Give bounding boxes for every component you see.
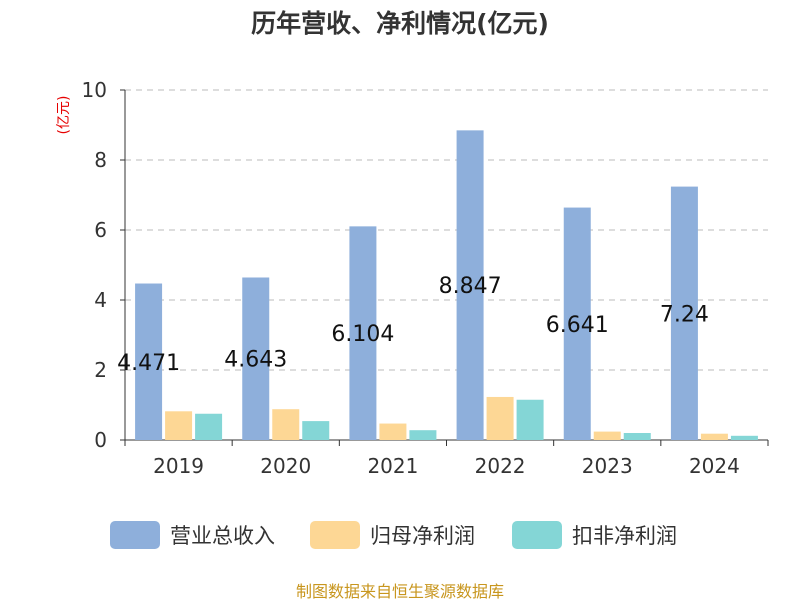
- data-labels: 4.471 4.643 6.104 8.847 6.641 7.24: [117, 274, 709, 376]
- bar-0-2024: [670, 186, 698, 440]
- data-label: 7.24: [660, 302, 709, 327]
- data-label: 4.471: [117, 351, 180, 376]
- bar-1-2021: [379, 423, 407, 440]
- bar-1-2023: [593, 431, 621, 440]
- bar-1-2020: [272, 409, 300, 440]
- legend-swatch-0: [110, 521, 160, 549]
- y-axis-label: (亿元): [56, 96, 72, 135]
- legend-swatch-1: [310, 521, 360, 549]
- bar-2-2021: [409, 430, 437, 440]
- bar-1-2022: [486, 396, 514, 440]
- data-label: 6.641: [546, 313, 609, 338]
- y-tick-label: 0: [94, 428, 107, 452]
- y-tick-label: 4: [94, 288, 107, 312]
- bar-2-2020: [302, 421, 330, 440]
- y-tick-label: 2: [94, 358, 107, 382]
- bar-0-2021: [349, 226, 377, 440]
- legend: 营业总收入 归母净利润 扣非净利润: [110, 521, 677, 549]
- x-tick-label: 2019: [153, 454, 204, 478]
- data-label: 8.847: [439, 274, 502, 299]
- bar-1-2019: [165, 411, 193, 440]
- bar-0-2023: [563, 207, 591, 440]
- legend-label-0: 营业总收入: [170, 524, 275, 548]
- bar-0-2020: [242, 277, 270, 440]
- y-tick-label: 10: [82, 78, 107, 102]
- y-tick-label: 8: [94, 148, 107, 172]
- y-tick-label: 6: [94, 218, 107, 242]
- bar-2-2019: [195, 413, 223, 440]
- x-tick-label: 2024: [689, 454, 740, 478]
- bar-0-2019: [135, 283, 163, 440]
- legend-swatch-2: [512, 521, 562, 549]
- bar-2-2024: [730, 435, 758, 440]
- x-tick-label: 2021: [367, 454, 418, 478]
- axes: 0 2 4 6 8 10 2019 2020 2021 2022 2023 2024: [82, 78, 769, 478]
- grid-lines: [125, 89, 768, 371]
- data-label: 4.643: [224, 348, 287, 373]
- bar-1-2024: [700, 433, 728, 440]
- legend-label-1: 归母净利润: [370, 524, 475, 548]
- bars: [135, 130, 758, 441]
- legend-label-2: 扣非净利润: [572, 524, 677, 548]
- x-tick-label: 2020: [260, 454, 311, 478]
- bar-2-2022: [516, 399, 544, 440]
- data-label: 6.104: [331, 322, 394, 347]
- x-tick-label: 2022: [475, 454, 526, 478]
- data-source-note: 制图数据来自恒生聚源数据库: [295, 582, 504, 601]
- x-tick-label: 2023: [582, 454, 633, 478]
- bar-2-2023: [623, 433, 651, 440]
- chart-title: 历年营收、净利情况(亿元): [251, 9, 549, 38]
- bar-0-2022: [456, 130, 484, 441]
